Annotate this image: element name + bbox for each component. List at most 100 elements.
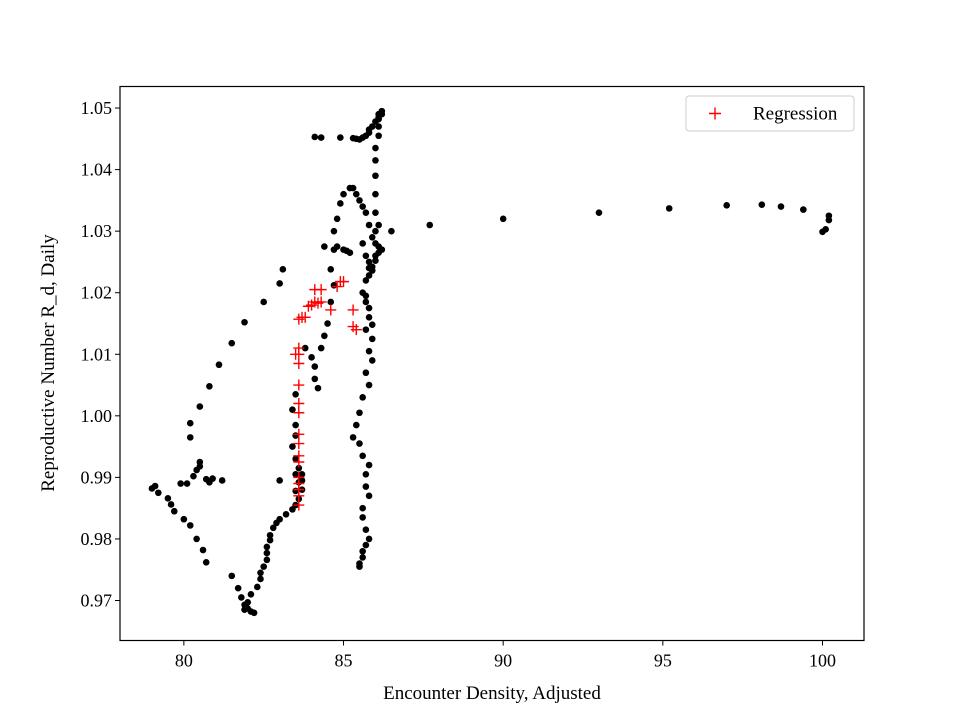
- data-point: [363, 299, 370, 306]
- data-point: [363, 252, 370, 259]
- data-point: [337, 200, 344, 207]
- data-point: [372, 191, 379, 198]
- legend: Regression: [686, 96, 854, 131]
- data-point: [356, 197, 363, 204]
- data-point: [369, 234, 376, 241]
- data-point: [353, 191, 360, 198]
- data-point: [254, 584, 261, 591]
- data-point: [366, 305, 373, 312]
- data-point: [359, 505, 366, 512]
- data-point: [388, 228, 395, 235]
- data-point: [356, 563, 363, 570]
- y-tick-label: 1.03: [81, 221, 113, 241]
- data-point: [778, 203, 785, 210]
- data-point: [267, 532, 274, 539]
- data-point: [264, 550, 271, 557]
- data-point: [366, 462, 373, 469]
- y-tick-label: 0.98: [81, 529, 113, 549]
- data-point: [596, 209, 603, 216]
- data-point: [334, 216, 341, 223]
- data-point: [315, 385, 322, 392]
- data-point: [311, 376, 318, 383]
- data-point: [276, 477, 283, 484]
- data-point: [356, 440, 363, 447]
- data-point: [359, 240, 366, 247]
- data-point: [331, 228, 338, 235]
- data-point: [276, 516, 283, 523]
- data-point: [369, 267, 376, 274]
- scatter-chart: 80 85 90 95 100 0.970.980.991.001.011.021.03…: [0, 0, 960, 720]
- data-point: [190, 473, 197, 480]
- data-point: [363, 326, 370, 333]
- data-point: [369, 357, 376, 364]
- data-point: [155, 489, 162, 496]
- data-point: [666, 205, 673, 212]
- data-point: [363, 526, 370, 533]
- data-point: [318, 345, 325, 352]
- data-point: [723, 202, 730, 209]
- data-point: [331, 282, 338, 289]
- x-tick-label: 80: [175, 651, 193, 671]
- data-point: [228, 573, 235, 580]
- data-point: [822, 226, 829, 233]
- data-point: [372, 257, 379, 264]
- data-point: [426, 222, 433, 229]
- data-point: [327, 266, 334, 273]
- data-point: [359, 453, 366, 460]
- data-point: [324, 320, 331, 327]
- data-point: [292, 432, 299, 439]
- y-tick-label: 1.00: [81, 406, 113, 426]
- data-point: [241, 319, 248, 326]
- y-tick-label: 1.05: [81, 98, 113, 118]
- data-point: [500, 216, 507, 223]
- data-point: [264, 557, 271, 564]
- x-tick-label: 90: [494, 651, 512, 671]
- data-point: [826, 212, 833, 219]
- data-point: [238, 594, 245, 601]
- data-point: [359, 394, 366, 401]
- data-point: [228, 340, 235, 347]
- x-tick-label: 85: [335, 651, 353, 671]
- data-point: [369, 336, 376, 343]
- data-point: [375, 222, 382, 229]
- data-point: [257, 576, 264, 583]
- data-point: [260, 299, 267, 306]
- data-point: [359, 514, 366, 521]
- data-point: [203, 559, 210, 566]
- x-tick-label: 100: [809, 651, 836, 671]
- y-tick-label: 1.02: [81, 283, 113, 303]
- data-point: [350, 135, 357, 142]
- data-point: [359, 203, 366, 210]
- data-point: [168, 501, 175, 508]
- data-point: [308, 354, 315, 361]
- data-point: [321, 243, 328, 250]
- data-point: [375, 132, 382, 139]
- data-point: [353, 422, 360, 429]
- x-axis-title: Encounter Density, Adjusted: [383, 683, 601, 704]
- data-point: [216, 361, 223, 368]
- data-point: [372, 172, 379, 179]
- data-point: [184, 480, 191, 487]
- data-point: [165, 495, 172, 502]
- y-tick-label: 1.01: [81, 344, 113, 364]
- data-point: [219, 477, 226, 484]
- data-point: [340, 191, 347, 198]
- data-point: [251, 610, 258, 617]
- data-point: [280, 266, 287, 273]
- y-tick-label: 0.99: [81, 467, 113, 487]
- data-point: [187, 522, 194, 529]
- data-point: [359, 554, 366, 561]
- data-point: [187, 420, 194, 427]
- data-point: [372, 145, 379, 152]
- data-point: [359, 548, 366, 555]
- data-point: [241, 606, 248, 613]
- data-point: [171, 508, 178, 515]
- y-axis-title: Reproductive Number R_d, Daily: [38, 234, 59, 492]
- plot-area: [120, 87, 864, 641]
- data-point: [372, 228, 379, 235]
- data-point: [200, 547, 207, 554]
- data-point: [206, 383, 213, 390]
- data-point: [311, 363, 318, 370]
- data-point: [197, 459, 204, 466]
- data-point: [248, 591, 255, 598]
